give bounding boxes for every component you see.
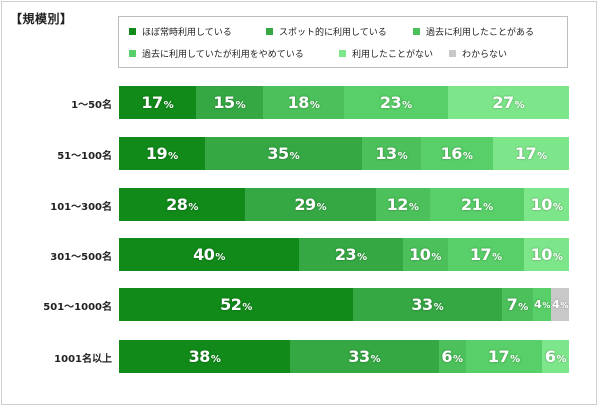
data-label: 19% <box>145 144 178 163</box>
category-label: 301～500名 <box>50 252 112 263</box>
legend-label: ほぼ常時利用している <box>142 28 232 38</box>
data-label: 29% <box>294 195 327 214</box>
legend-swatch <box>413 28 420 35</box>
data-label: 17% <box>469 245 502 264</box>
bar-segment: 23% <box>344 86 448 119</box>
category-label: 1001名以上 <box>54 354 112 365</box>
data-label: 12% <box>386 195 419 214</box>
bar-segment: 33% <box>353 288 502 321</box>
category-label: 51～100名 <box>57 151 112 162</box>
bar-segment: 28% <box>119 188 245 221</box>
data-label: 17% <box>141 93 174 112</box>
data-label: 17% <box>487 347 520 366</box>
data-label: 52% <box>220 295 252 314</box>
bar-segment: 4% <box>551 288 569 321</box>
bar-segment: 27% <box>447 86 569 119</box>
chart-legend: ほぼ常時利用している スポット的に利用している 過去に利用したことがある過去に利用し… <box>118 16 568 68</box>
data-label: 10% <box>409 245 441 264</box>
bar-segment: 12% <box>375 188 430 221</box>
bar-segment: 6% <box>542 340 569 373</box>
bar-segment: 10% <box>524 238 569 271</box>
data-label: 10% <box>530 195 563 214</box>
data-label: 33% <box>411 295 444 314</box>
legend-item: 利用したことがない <box>339 47 433 60</box>
legend-label: わからない <box>462 50 508 60</box>
legend-swatch <box>129 28 136 35</box>
bar-row: 40% 23% 10% 17% 10% <box>119 238 569 271</box>
bar-segment: 29% <box>245 188 376 221</box>
category-label: 501～1000名 <box>43 302 112 313</box>
bar-segment: 18% <box>263 86 344 119</box>
bar-segment: 13% <box>362 137 421 170</box>
bar-segment: 17% <box>492 137 569 170</box>
data-label: 13% <box>375 144 408 163</box>
bar-segment: 6% <box>438 340 466 373</box>
data-label: 16% <box>440 144 473 163</box>
bar-row: 19% 35% 13% 16% 17% <box>119 137 569 170</box>
legend-swatch <box>449 50 456 57</box>
bar-segment: 16% <box>420 137 493 170</box>
data-label: 15% <box>213 93 246 112</box>
bar-segment: 17% <box>465 340 542 373</box>
bar-segment: 23% <box>299 238 403 271</box>
bar-row: 52% 33% 7% 4% 4% <box>119 288 569 321</box>
data-label: 4% <box>552 298 568 311</box>
bar-segment: 10% <box>402 238 448 271</box>
bar-row: 38% 33% 6% 17% 6% <box>119 340 569 373</box>
legend-item: 過去に利用したことがある <box>413 25 534 38</box>
bar-segment: 4% <box>533 288 551 321</box>
legend-item: スポット的に利用している <box>266 25 387 38</box>
bar-segment: 7% <box>501 288 533 321</box>
bar-segment: 33% <box>290 340 439 373</box>
data-label: 40% <box>193 245 225 264</box>
data-label: 6% <box>544 347 567 366</box>
bar-segment: 10% <box>524 188 569 221</box>
bar-row: 17% 15% 18% 23% 27% <box>119 86 569 119</box>
data-label: 17% <box>514 144 547 163</box>
bar-segment: 17% <box>119 86 196 119</box>
category-label: 1～50名 <box>71 100 112 111</box>
legend-label: スポット的に利用している <box>279 28 387 38</box>
bar-segment: 15% <box>195 86 263 119</box>
bar-segment: 21% <box>429 188 524 221</box>
legend-swatch <box>339 50 346 57</box>
data-label: 10% <box>530 245 563 264</box>
bar-segment: 52% <box>119 288 353 321</box>
data-label: 18% <box>287 93 320 112</box>
data-label: 21% <box>460 195 493 214</box>
bar-segment: 19% <box>119 137 205 170</box>
data-label: 28% <box>166 195 198 214</box>
bar-segment: 35% <box>204 137 362 170</box>
bar-segment: 38% <box>119 340 290 373</box>
bar-row: 28% 29% 12% 21% 10% <box>119 188 569 221</box>
data-label: 33% <box>348 347 381 366</box>
data-label: 38% <box>188 347 221 366</box>
legend-swatch <box>129 50 136 57</box>
data-label: 35% <box>267 144 300 163</box>
legend-swatch <box>266 28 273 35</box>
legend-item: ほぼ常時利用している <box>129 25 232 38</box>
data-label: 7% <box>506 295 529 314</box>
bar-segment: 17% <box>447 238 524 271</box>
data-label: 23% <box>334 245 367 264</box>
legend-label: 利用したことがない <box>352 50 434 60</box>
data-label: 23% <box>379 93 412 112</box>
bar-segment: 40% <box>119 238 299 271</box>
legend-label: 過去に利用したことがある <box>426 28 535 38</box>
legend-label: 過去に利用していたが利用をやめている <box>142 50 304 60</box>
legend-item: 過去に利用していたが利用をやめている <box>129 47 304 60</box>
data-label: 4% <box>534 298 550 311</box>
data-label: 27% <box>492 93 525 112</box>
chart-title: 【規模別】 <box>10 12 73 26</box>
category-label: 101～300名 <box>50 202 112 213</box>
data-label: 6% <box>441 347 463 366</box>
legend-item: わからない <box>449 47 507 60</box>
